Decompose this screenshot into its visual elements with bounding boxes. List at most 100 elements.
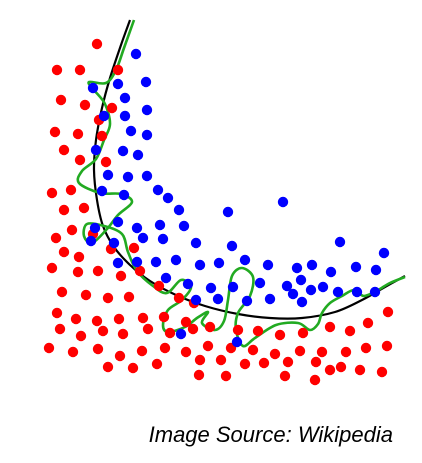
red-point [102,292,114,304]
red-point [75,330,87,342]
red-point [142,323,154,335]
red-point [96,130,108,142]
blue-point [154,219,166,231]
blue-point [332,286,344,298]
blue-point [264,293,276,305]
red-point [269,348,281,360]
blue-point [178,220,190,232]
red-point [282,356,294,368]
blue-point [190,237,202,249]
red-point [376,366,388,378]
blue-point [254,277,266,289]
red-point [252,325,264,337]
blue-point [160,272,172,284]
blue-point [122,171,134,183]
red-point [58,246,70,258]
blue-point [89,222,101,234]
blue-point [170,254,182,266]
blue-point [173,204,185,216]
red-point [310,356,322,368]
red-point [49,126,61,138]
blue-point [325,266,337,278]
red-point [193,369,205,381]
blue-point [102,169,114,181]
red-point [91,315,103,327]
red-point [78,202,90,214]
red-point [136,345,148,357]
red-point [297,327,309,339]
red-point [79,99,91,111]
red-point [382,306,394,318]
red-point [54,323,66,335]
overfit-boundary-line [76,19,406,348]
red-point [381,340,393,352]
blue-point [119,110,131,122]
red-point [158,311,170,323]
red-point [153,280,165,292]
red-point [151,358,163,370]
red-point [46,262,58,274]
blue-point [350,261,362,273]
image-source-caption: Image Source: Wikipedia [148,422,393,447]
red-point [58,144,70,156]
blue-point [112,78,124,90]
red-point [274,329,286,341]
red-point [247,344,259,356]
red-point [279,370,291,382]
red-point [134,265,146,277]
red-point [65,184,77,196]
red-point [202,340,214,352]
red-point [112,64,124,76]
blue-point [132,149,144,161]
red-point [117,328,129,340]
blue-point [182,278,194,290]
blue-point [141,129,153,141]
blue-point [119,92,131,104]
blue-point [213,257,225,269]
blue-point [281,280,293,292]
blue-point [334,236,346,248]
blue-point [112,257,124,269]
blue-point [190,294,202,306]
blue-point [175,328,187,340]
red-point [360,342,372,354]
red-point [258,357,270,369]
blue-point [140,76,152,88]
blue-point [370,264,382,276]
red-point [92,265,104,277]
red-point [194,354,206,366]
red-point [324,364,336,376]
red-point [316,346,328,358]
blue-point [85,235,97,247]
red-point [362,317,374,329]
blue-point [231,336,243,348]
blue-point [125,125,137,137]
blue-point [162,192,174,204]
blue-point [212,293,224,305]
red-point [50,232,62,244]
blue-point [141,104,153,116]
blue-point [262,259,274,271]
blue-point [131,222,143,234]
red-point [114,350,126,362]
red-point [51,307,63,319]
red-point [123,291,135,303]
red-point [43,342,55,354]
red-point [100,156,112,168]
red-point [55,94,67,106]
red-point [215,354,227,366]
blue-point [194,259,206,271]
blue-point [287,288,299,300]
blue-point [150,256,162,268]
red-point [309,374,321,386]
red-point [335,361,347,373]
red-point [46,187,58,199]
red-point [67,346,79,358]
blue-point [241,295,253,307]
blue-point [90,144,102,156]
blue-point [306,259,318,271]
blue-point [152,184,164,196]
blue-point [118,189,130,201]
red-point [204,321,216,333]
red-point [72,266,84,278]
